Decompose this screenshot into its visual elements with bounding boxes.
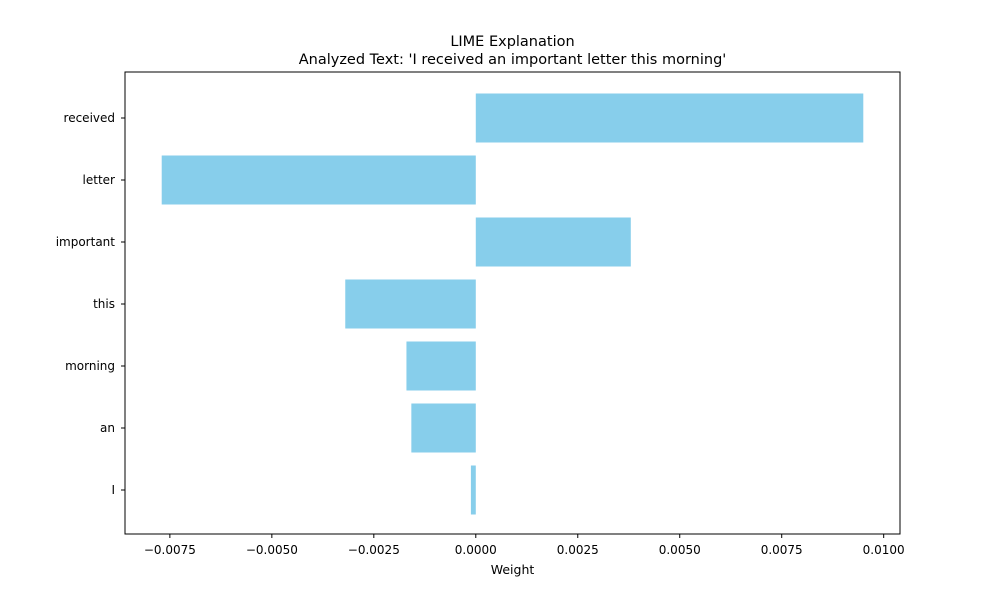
x-tick-label: 0.0050 xyxy=(659,543,701,557)
chart-subtitle: Analyzed Text: 'I received an important … xyxy=(299,52,727,68)
bars-layer xyxy=(161,93,864,515)
bar-letter xyxy=(161,155,476,205)
y-tick-label: this xyxy=(93,297,115,311)
bar-an xyxy=(411,403,476,453)
x-axis: −0.0075 −0.0050 −0.0025 0.0000 0.0025 0.0050 0… xyxy=(144,534,905,557)
x-tick-label: 0.0075 xyxy=(761,543,803,557)
y-tick-label: morning xyxy=(65,359,115,373)
bar-important xyxy=(475,217,631,267)
bar-received xyxy=(475,93,864,143)
plot-frame xyxy=(124,71,901,535)
x-axis-label: Weight xyxy=(491,562,535,577)
x-tick-label: 0.0025 xyxy=(557,543,599,557)
y-axis: received letter important this morning an I xyxy=(56,111,125,497)
x-tick-label: −0.0050 xyxy=(246,543,298,557)
y-tick-label: I xyxy=(111,483,115,497)
bar-morning xyxy=(406,341,476,391)
bar-this xyxy=(345,279,476,329)
x-tick-label: −0.0075 xyxy=(144,543,196,557)
chart-title: LIME Explanation xyxy=(450,34,574,50)
y-tick-label: important xyxy=(56,235,116,249)
bar-i xyxy=(470,465,476,515)
y-tick-label: an xyxy=(100,421,115,435)
x-tick-label: −0.0025 xyxy=(348,543,400,557)
y-tick-label: received xyxy=(64,111,115,125)
x-tick-label: 0.0100 xyxy=(863,543,905,557)
y-tick-label: letter xyxy=(83,173,116,187)
x-tick-label: 0.0000 xyxy=(455,543,497,557)
